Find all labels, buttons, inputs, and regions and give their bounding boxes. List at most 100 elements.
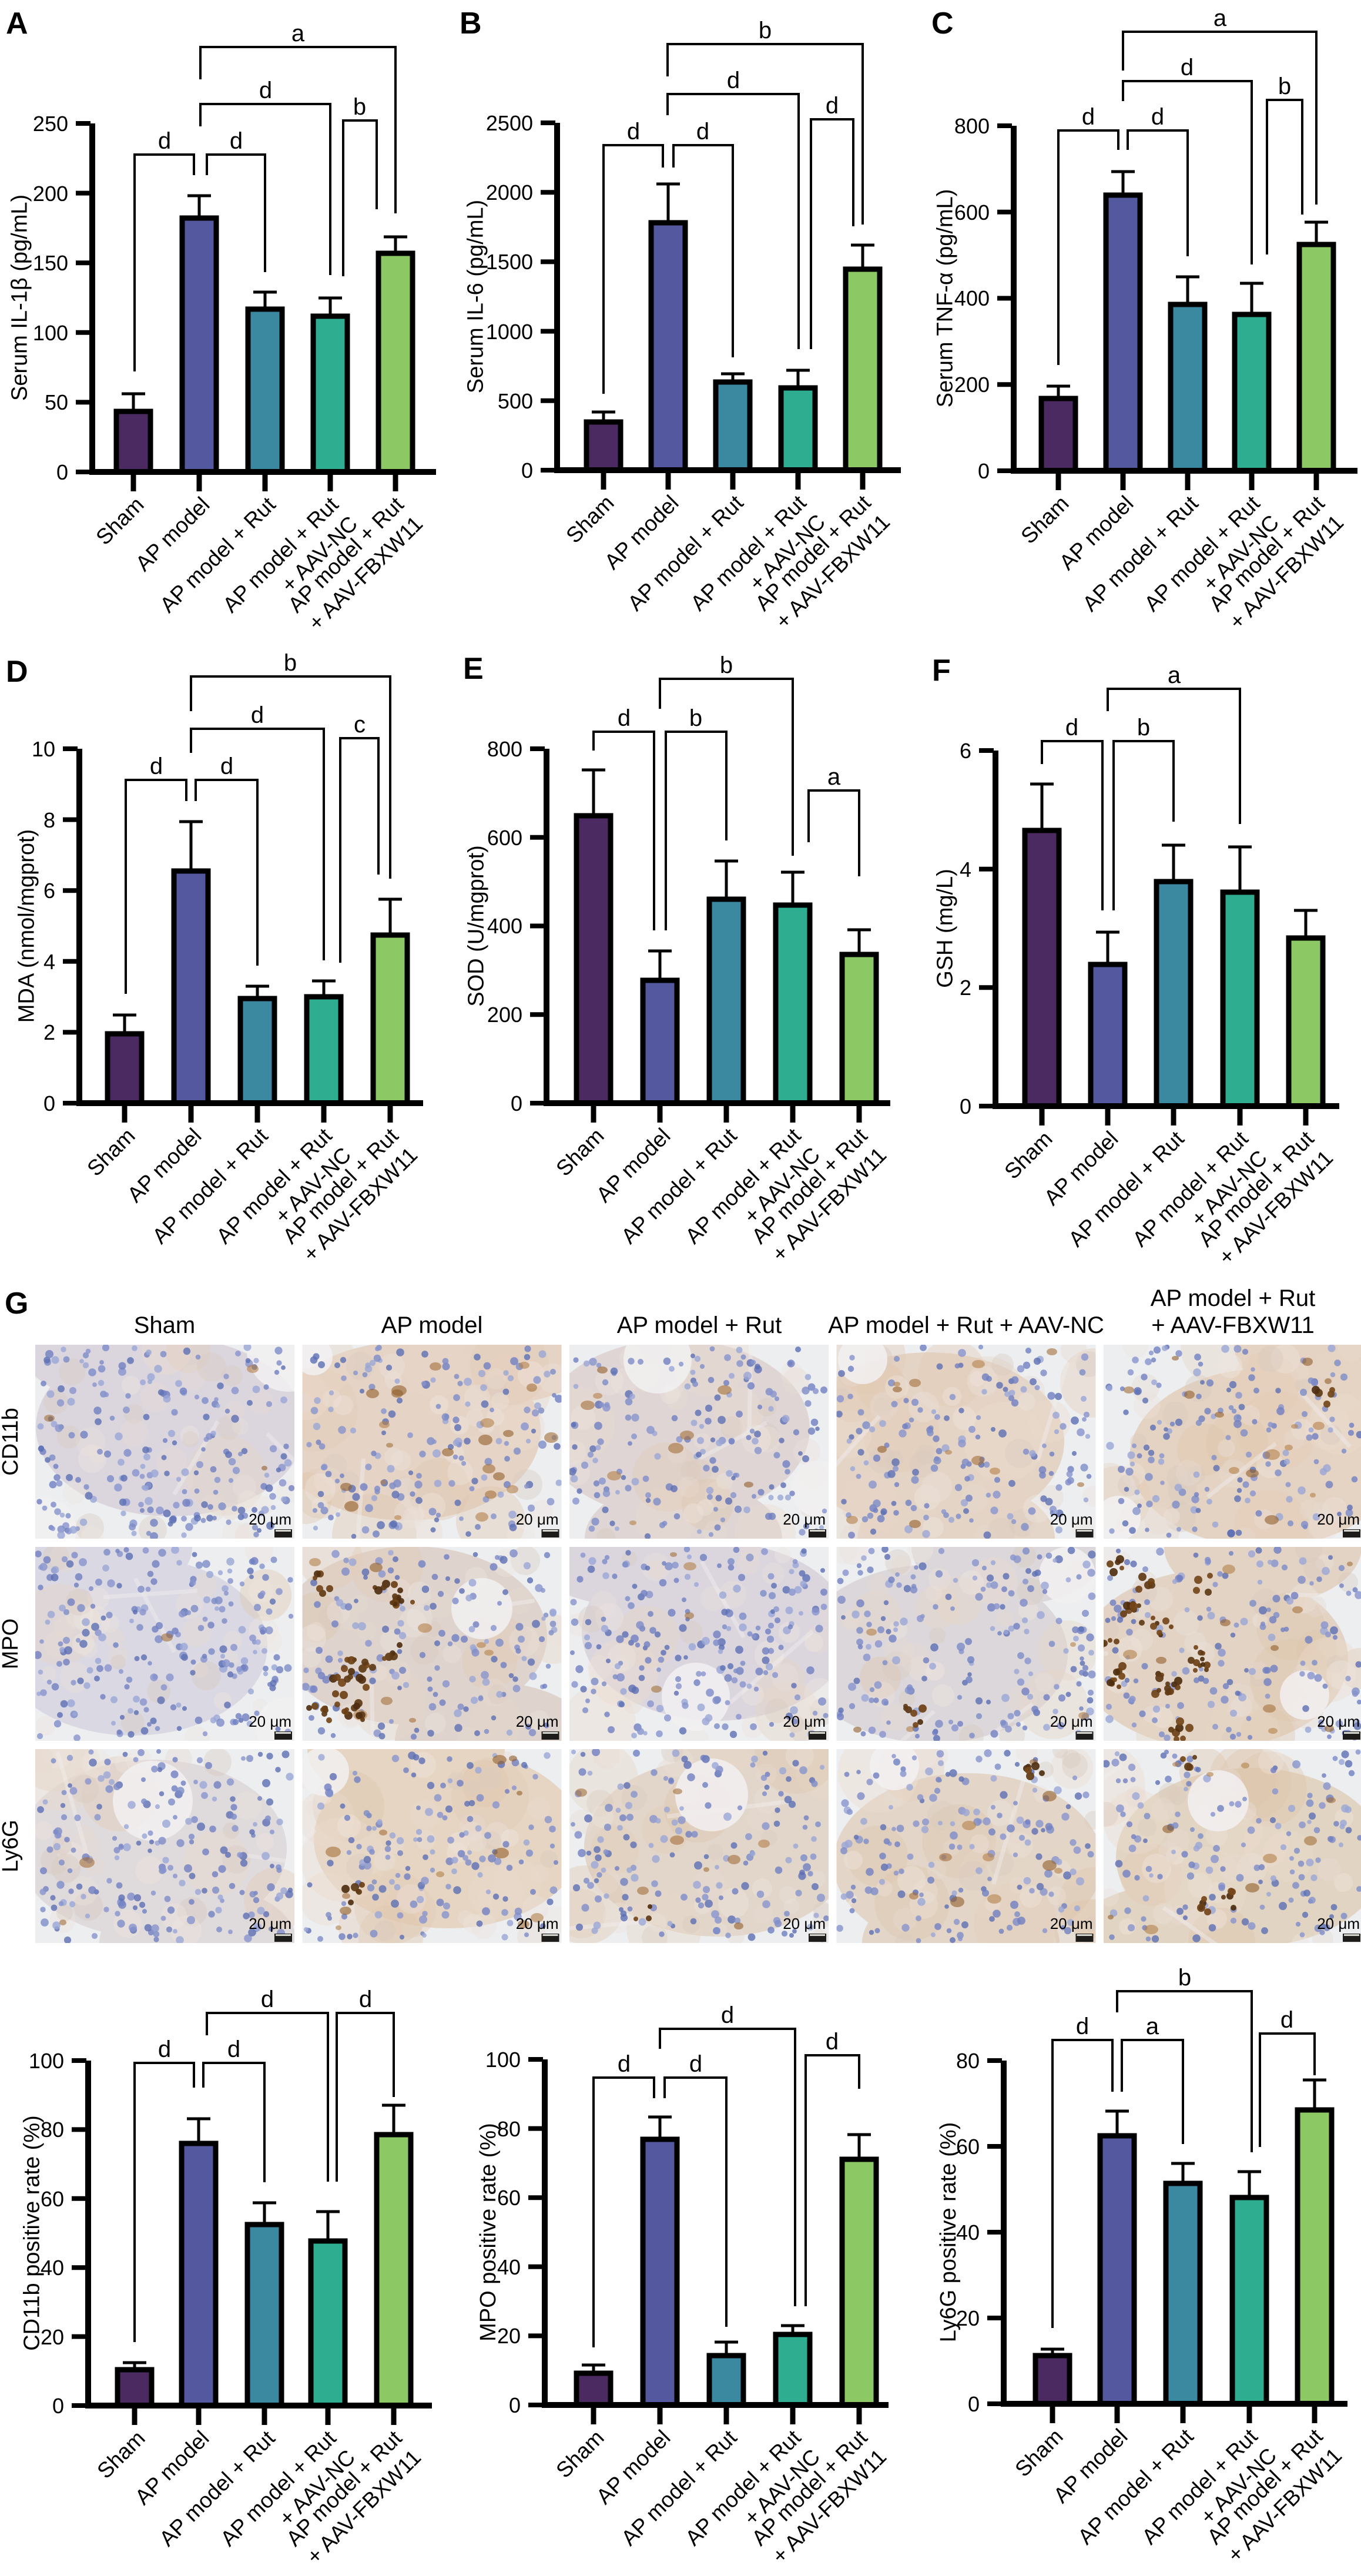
svg-text:Serum IL-6 (pg/mL): Serum IL-6 (pg/mL) — [464, 200, 488, 393]
svg-text:b: b — [1178, 1965, 1191, 1991]
svg-text:b: b — [689, 705, 702, 731]
svg-text:D: D — [6, 655, 28, 689]
svg-text:d: d — [618, 2051, 631, 2077]
svg-text:0: 0 — [52, 2394, 64, 2418]
svg-text:150: 150 — [33, 251, 68, 275]
svg-text:F: F — [932, 654, 951, 688]
svg-text:d: d — [251, 702, 264, 728]
svg-text:600: 600 — [954, 200, 990, 225]
svg-text:20 μm: 20 μm — [516, 1713, 559, 1730]
svg-text:40: 40 — [41, 2256, 64, 2280]
svg-text:20 μm: 20 μm — [249, 1915, 291, 1932]
svg-text:20 μm: 20 μm — [1317, 1713, 1360, 1730]
svg-text:40: 40 — [956, 2220, 980, 2245]
svg-text:AP model + Rut: AP model + Rut — [155, 492, 280, 617]
svg-text:AP model + Rut: AP model + Rut — [616, 1123, 742, 1248]
svg-text:4: 4 — [960, 857, 971, 882]
svg-text:d: d — [1151, 104, 1164, 130]
svg-text:20 μm: 20 μm — [516, 1510, 559, 1528]
svg-text:d: d — [618, 705, 631, 731]
svg-text:20 μm: 20 μm — [783, 1510, 826, 1528]
svg-text:AP model: AP model — [381, 1312, 483, 1338]
svg-text:20 μm: 20 μm — [783, 1713, 826, 1730]
svg-text:AP model + Rut: AP model + Rut — [148, 1123, 273, 1248]
svg-text:c: c — [354, 712, 366, 738]
svg-text:200: 200 — [487, 1003, 522, 1027]
svg-text:AP model + Rut: AP model + Rut — [1151, 1285, 1316, 1311]
svg-text:A: A — [6, 6, 28, 41]
svg-text:d: d — [727, 68, 740, 93]
svg-text:d: d — [721, 2002, 734, 2028]
svg-text:400: 400 — [487, 914, 522, 938]
svg-text:AP model + Rut: AP model + Rut — [616, 2425, 742, 2550]
svg-text:d: d — [227, 2036, 240, 2062]
svg-text:a: a — [1168, 662, 1181, 688]
svg-text:60: 60 — [956, 2135, 980, 2159]
svg-text:Ly6G: Ly6G — [0, 1820, 23, 1872]
svg-text:d: d — [150, 753, 163, 779]
svg-text:20 μm: 20 μm — [1317, 1915, 1360, 1932]
svg-text:Sham: Sham — [1010, 2424, 1067, 2481]
svg-text:b: b — [1278, 73, 1291, 99]
svg-text:b: b — [353, 94, 366, 120]
svg-text:a: a — [1146, 2014, 1159, 2039]
svg-text:500: 500 — [498, 389, 533, 413]
svg-text:CD11b: CD11b — [0, 1408, 23, 1475]
svg-text:6: 6 — [960, 739, 971, 763]
svg-text:Serum TNF-α (pg/mL): Serum TNF-α (pg/mL) — [933, 189, 958, 408]
svg-text:d: d — [689, 2051, 702, 2077]
svg-text:60: 60 — [497, 2186, 521, 2210]
svg-text:0: 0 — [56, 460, 68, 484]
svg-text:Sham: Sham — [561, 491, 618, 548]
svg-text:d: d — [259, 78, 272, 103]
svg-text:AP model + Rut + AAV-NC: AP model + Rut + AAV-NC — [828, 1312, 1104, 1338]
svg-text:Sham: Sham — [1016, 491, 1073, 548]
svg-text:800: 800 — [487, 737, 522, 761]
svg-text:200: 200 — [954, 373, 990, 397]
svg-text:AP model + Rut: AP model + Rut — [617, 1312, 782, 1338]
svg-text:2500: 2500 — [486, 111, 533, 135]
svg-text:20 μm: 20 μm — [1317, 1510, 1360, 1528]
svg-text:Sham: Sham — [91, 493, 148, 550]
svg-text:0: 0 — [968, 2392, 980, 2416]
svg-text:AP model + Rut: AP model + Rut — [1078, 491, 1203, 616]
svg-text:40: 40 — [497, 2255, 521, 2279]
svg-text:10: 10 — [32, 737, 55, 761]
svg-text:d: d — [220, 753, 233, 779]
svg-text:0: 0 — [509, 2393, 521, 2417]
svg-text:20 μm: 20 μm — [1050, 1713, 1093, 1730]
svg-text:Sham: Sham — [551, 2426, 608, 2483]
svg-text:AP model + Rut: AP model + Rut — [623, 490, 748, 615]
svg-text:CD11b positive rate (%): CD11b positive rate (%) — [20, 2115, 45, 2351]
svg-text:d: d — [230, 128, 243, 154]
svg-text:0: 0 — [521, 458, 533, 483]
svg-text:d: d — [627, 119, 640, 145]
svg-text:d: d — [1065, 715, 1078, 741]
svg-text:20 μm: 20 μm — [516, 1915, 559, 1932]
svg-text:0: 0 — [978, 459, 990, 483]
svg-text:b: b — [759, 18, 772, 43]
svg-text:d: d — [261, 1987, 274, 2012]
svg-text:d: d — [1181, 55, 1194, 81]
svg-text:100: 100 — [485, 2048, 521, 2072]
svg-text:B: B — [460, 6, 482, 41]
svg-text:d: d — [1280, 2007, 1293, 2033]
svg-text:d: d — [1082, 104, 1095, 130]
svg-text:200: 200 — [33, 182, 68, 206]
svg-text:600: 600 — [487, 826, 522, 850]
svg-text:Ly6G positive rate (%): Ly6G positive rate (%) — [936, 2122, 961, 2343]
svg-text:20 μm: 20 μm — [1050, 1510, 1093, 1528]
svg-text:Sham: Sham — [1000, 1127, 1057, 1184]
svg-text:AP model + Rut: AP model + Rut — [1073, 2424, 1198, 2549]
svg-text:b: b — [720, 652, 733, 678]
svg-text:0: 0 — [511, 1091, 522, 1116]
svg-text:50: 50 — [45, 390, 68, 414]
svg-text:4: 4 — [43, 950, 55, 974]
svg-text:C: C — [931, 6, 954, 41]
svg-text:20: 20 — [41, 2325, 64, 2349]
svg-text:20 μm: 20 μm — [249, 1510, 291, 1528]
svg-text:0: 0 — [960, 1094, 971, 1118]
svg-text:a: a — [827, 764, 841, 790]
svg-text:20: 20 — [956, 2306, 980, 2330]
svg-text:GSH (mg/L): GSH (mg/L) — [933, 869, 958, 988]
